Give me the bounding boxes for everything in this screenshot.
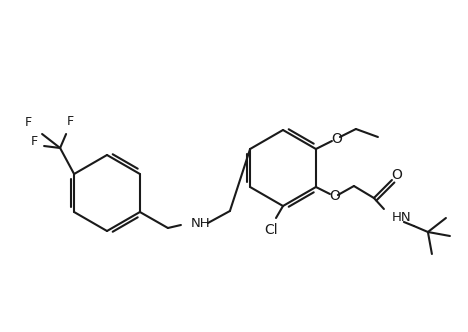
Text: O: O [329,189,340,203]
Text: F: F [24,116,32,128]
Text: F: F [66,115,73,127]
Text: O: O [331,132,343,146]
Text: O: O [391,168,402,182]
Text: Cl: Cl [264,223,278,237]
Text: F: F [30,134,37,147]
Text: NH: NH [191,216,211,229]
Text: HN: HN [392,210,411,223]
